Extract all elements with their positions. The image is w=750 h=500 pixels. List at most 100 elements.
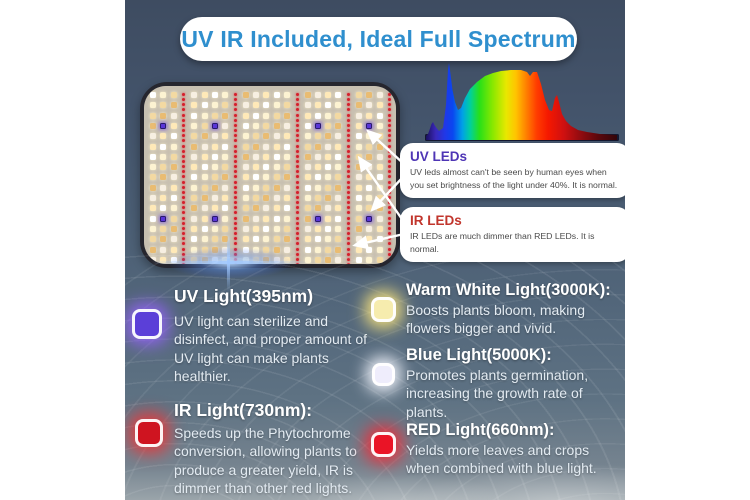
- uv-led: [160, 215, 167, 222]
- red-light-title: RED Light(660nm):: [406, 421, 555, 439]
- white-led: [304, 143, 311, 150]
- white-led: [304, 215, 311, 222]
- white-led: [304, 164, 311, 171]
- white-led: [376, 164, 383, 171]
- ir-red-led: [388, 196, 392, 199]
- ir-red-led: [388, 201, 392, 205]
- white-led: [150, 236, 156, 243]
- white-led: [242, 205, 249, 212]
- white-led: [253, 246, 259, 253]
- white-led: [150, 174, 156, 181]
- white-led: [304, 205, 311, 212]
- white-led: [335, 205, 342, 212]
- ir-red-led: [347, 159, 351, 163]
- white-led: [150, 164, 156, 171]
- white-led: [191, 236, 198, 243]
- white-led: [150, 215, 156, 222]
- ir-red-led: [295, 139, 299, 143]
- ir-red-led: [182, 103, 186, 107]
- banner-pill: UV IR Included, Ideal Full Spectrum: [180, 17, 577, 61]
- white-led: [191, 143, 198, 150]
- white-led: [283, 236, 290, 243]
- white-led: [242, 153, 249, 160]
- white-led: [150, 246, 156, 253]
- white-led: [150, 92, 156, 98]
- callout-ir-title: IR LEDs: [410, 213, 462, 228]
- white-led: [325, 92, 332, 98]
- ir-red-led: [233, 98, 237, 102]
- ir-red-led: [233, 149, 237, 153]
- white-led: [335, 102, 342, 109]
- ir-red-led: [233, 108, 237, 112]
- white-led: [273, 92, 280, 98]
- ir-red-led: [347, 221, 351, 225]
- white-led: [170, 174, 177, 181]
- ir-red-led: [347, 149, 351, 153]
- white-led: [201, 184, 208, 191]
- ir-red-led: [295, 185, 299, 189]
- white-led: [191, 153, 198, 160]
- white-led: [335, 153, 342, 160]
- white-led: [283, 205, 290, 212]
- ir-red-led: [388, 237, 392, 241]
- white-led: [211, 174, 218, 181]
- white-led: [211, 102, 218, 109]
- white-led: [283, 164, 290, 171]
- white-led: [376, 205, 383, 212]
- white-led: [191, 122, 198, 129]
- white-led: [150, 102, 156, 109]
- ir-red-led: [295, 93, 299, 96]
- white-led: [253, 133, 259, 140]
- ir-red-led: [347, 226, 351, 230]
- ir-red-led: [182, 123, 186, 127]
- white-led: [170, 195, 177, 201]
- white-led: [263, 195, 270, 201]
- ir-red-led: [347, 180, 351, 184]
- white-led: [170, 164, 177, 171]
- uv-led: [314, 215, 321, 222]
- white-led: [222, 164, 229, 171]
- ir-red-led: [182, 216, 186, 220]
- white-led: [253, 112, 259, 119]
- ir-red-led: [388, 206, 392, 210]
- white-led: [170, 153, 177, 160]
- white-led: [211, 143, 218, 150]
- white-led: [376, 153, 383, 160]
- ir-red-led: [347, 175, 351, 179]
- ir-red-led: [347, 211, 351, 215]
- white-led: [263, 236, 270, 243]
- white-led: [325, 102, 332, 109]
- white-led: [263, 215, 270, 222]
- white-led: [170, 143, 177, 150]
- white-led: [191, 246, 198, 253]
- ir-red-led: [347, 190, 351, 194]
- white-led: [376, 246, 383, 253]
- ir-red-led: [295, 252, 299, 256]
- white-led: [170, 133, 177, 140]
- white-led: [160, 174, 167, 181]
- ir-red-led: [233, 242, 237, 246]
- ir-red-led: [182, 185, 186, 189]
- ir-red-led: [233, 123, 237, 127]
- white-led: [222, 205, 229, 212]
- white-led: [356, 112, 362, 119]
- white-led: [314, 133, 321, 140]
- uv-led: [366, 122, 373, 129]
- white-led: [376, 112, 383, 119]
- white-led: [263, 246, 270, 253]
- white-led: [273, 205, 280, 212]
- ir-red-led: [233, 221, 237, 225]
- ir-red-led: [233, 103, 237, 107]
- white-led: [191, 174, 198, 181]
- white-led: [253, 215, 259, 222]
- white-led: [253, 184, 259, 191]
- ir-red-led: [388, 129, 392, 133]
- white-led: [356, 184, 362, 191]
- white-led: [222, 133, 229, 140]
- white-led: [253, 122, 259, 129]
- white-led: [304, 122, 311, 129]
- ir-red-led: [388, 242, 392, 246]
- white-led: [366, 205, 373, 212]
- ir-red-led: [182, 232, 186, 236]
- white-led: [242, 112, 249, 119]
